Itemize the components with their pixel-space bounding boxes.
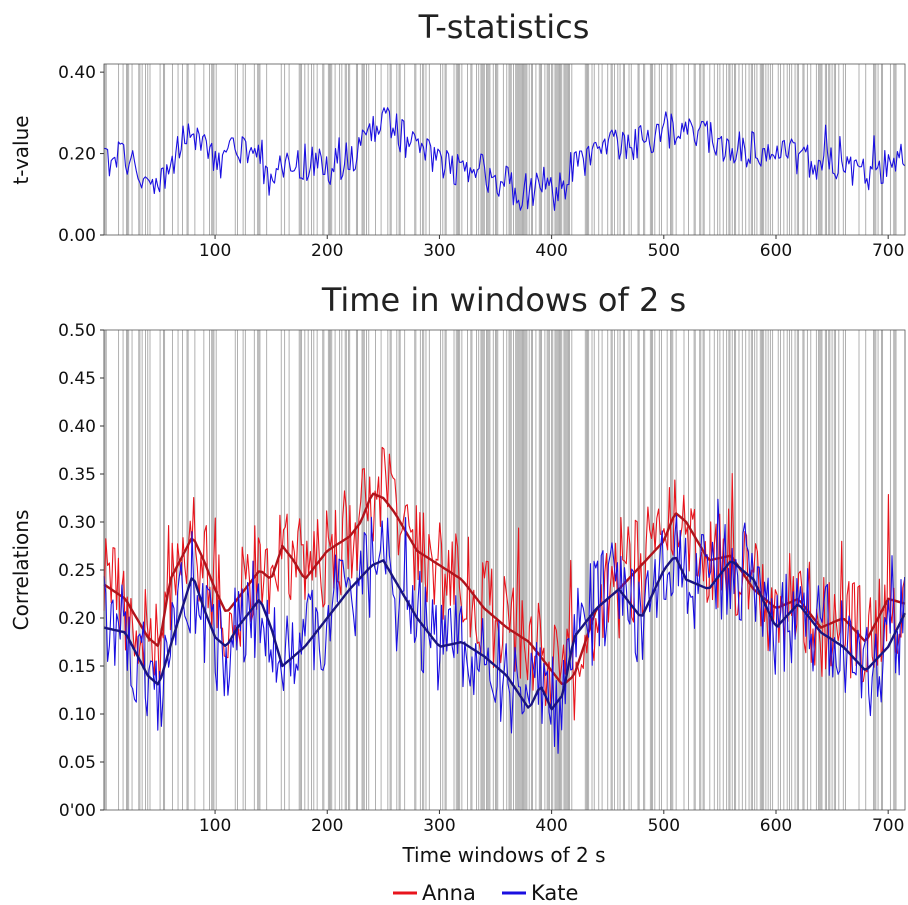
significance-lines-top [103,64,897,235]
legend-label-anna: Anna [422,881,476,905]
legend: Anna Kate [393,881,578,905]
y-tick-label: 0.05 [58,753,96,773]
x-tick-label: 200 [311,816,343,836]
x-tick-label: 500 [648,816,680,836]
x-tick-label: 600 [760,241,792,261]
y-tick-label: 0.35 [58,465,96,485]
t-statistics-panel: T-statistics t-value 100 200 300 400 500 600 7… [9,8,906,261]
y-tick-label: 0.10 [58,705,96,725]
top-plot-series [103,107,906,211]
y-tick-label: 0.40 [58,417,96,437]
bottom-plot-series [103,446,907,754]
x-tick-label: 400 [535,816,567,836]
significance-lines-bottom [103,330,897,810]
x-tick-label: 300 [423,241,455,261]
t-value-series-line [103,107,906,211]
x-tick-label: 200 [311,241,343,261]
x-tick-label: 700 [872,241,904,261]
y-tick-label: 0.40 [58,63,96,83]
bottom-x-axis-label: Time windows of 2 s [401,843,605,867]
correlations-panel: Time in windows of 2 s Correlations Time… [9,281,907,867]
bottom-chart-title: Time in windows of 2 s [321,281,686,319]
x-tick-label: 400 [535,241,567,261]
x-tick-label: 500 [648,241,680,261]
y-tick-label: 0.25 [58,561,96,581]
legend-label-kate: Kate [531,881,578,905]
x-tick-label: 600 [760,816,792,836]
bottom-plot-axes: 100 200 300 400 500 600 700 0'00 0.05 0.10 0.15 0.2… [58,321,906,836]
kate-smoothed-line [103,556,907,711]
bottom-y-axis-label: Correlations [9,510,33,631]
y-tick-label: 0.50 [58,321,96,341]
y-tick-label: 0.20 [58,609,96,629]
y-tick-label: 0'00 [59,801,96,821]
plot-frame [103,329,906,811]
y-tick-label: 0.45 [58,369,96,389]
top-plot-axes: 100 200 300 400 500 600 700 0.00 0.20 0.40 [58,63,906,261]
y-tick-label: 0.00 [58,226,96,246]
x-tick-label: 100 [199,241,231,261]
plot-frame [103,63,906,236]
y-tick-label: 0.15 [58,657,96,677]
x-tick-label: 300 [423,816,455,836]
x-tick-label: 100 [199,816,231,836]
x-tick-label: 700 [872,816,904,836]
y-tick-label: 0.30 [58,513,96,533]
top-y-axis-label: t-value [9,115,33,184]
y-tick-label: 0.20 [58,145,96,165]
top-chart-title: T-statistics [418,8,590,46]
